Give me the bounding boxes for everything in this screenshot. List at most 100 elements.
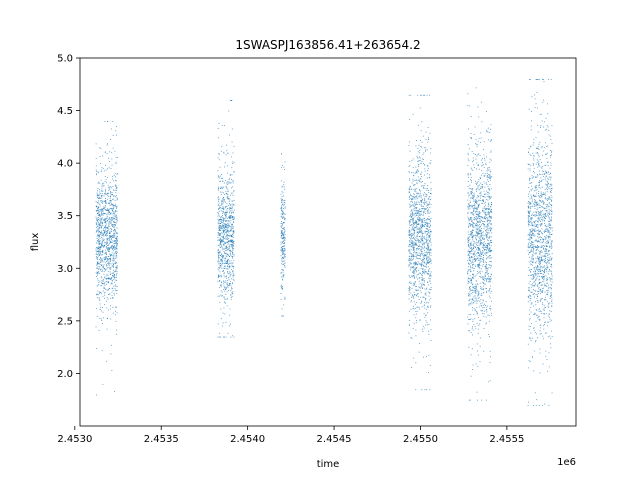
data-point [218, 186, 220, 188]
data-point [408, 319, 410, 321]
data-point [231, 256, 233, 258]
data-point [232, 237, 234, 238]
data-point [473, 195, 475, 197]
data-point [471, 298, 473, 300]
data-point [471, 235, 473, 237]
data-point [536, 333, 537, 335]
data-point [467, 273, 469, 274]
data-point [113, 234, 115, 236]
data-point [98, 197, 100, 199]
data-point [487, 205, 489, 207]
data-point [545, 246, 547, 248]
data-point [481, 251, 483, 253]
data-point [428, 212, 430, 214]
data-point [416, 248, 418, 250]
data-point [473, 291, 475, 293]
data-point [108, 246, 110, 248]
data-point [106, 307, 108, 309]
data-point [468, 286, 470, 288]
data-point [487, 218, 489, 220]
data-point [104, 227, 106, 229]
data-point [98, 202, 100, 204]
data-point [102, 254, 104, 256]
data-point [225, 220, 227, 221]
data-point [475, 228, 477, 230]
data-point [473, 252, 475, 254]
data-point [412, 220, 414, 222]
data-point [539, 278, 540, 280]
data-point [117, 232, 119, 234]
data-point [470, 187, 471, 189]
data-point [233, 231, 235, 233]
data-point [420, 173, 421, 175]
data-point [417, 241, 419, 243]
data-point [423, 327, 425, 329]
data-point [115, 215, 117, 217]
data-point [545, 184, 547, 186]
data-point [225, 289, 227, 291]
data-point [414, 213, 416, 215]
data-point [224, 265, 226, 267]
data-point [98, 224, 100, 226]
data-point [225, 216, 227, 218]
data-point [540, 191, 542, 193]
data-point [417, 201, 419, 203]
data-point [408, 232, 410, 234]
data-point [484, 218, 486, 219]
data-point [477, 293, 479, 295]
data-point [229, 241, 231, 243]
data-point [423, 270, 425, 272]
data-point [226, 231, 228, 233]
data-point [529, 326, 531, 327]
data-point [482, 195, 484, 197]
data-point [473, 307, 475, 309]
data-point [421, 238, 423, 240]
data-point [545, 306, 546, 308]
data-point [490, 179, 491, 181]
data-point [429, 223, 431, 225]
data-point [98, 223, 100, 225]
data-point [421, 262, 423, 264]
data-point [467, 279, 469, 281]
data-point [101, 280, 103, 281]
data-point [221, 255, 222, 257]
data-point [115, 253, 117, 255]
data-point [478, 216, 480, 217]
data-point [112, 269, 114, 271]
data-point [284, 207, 286, 209]
data-point [484, 305, 486, 306]
data-point [113, 189, 115, 191]
data-point [414, 261, 416, 263]
data-point [224, 241, 226, 243]
data-point [417, 176, 419, 178]
data-point [427, 207, 428, 209]
data-point [113, 236, 115, 238]
data-point [425, 138, 427, 140]
data-point [101, 260, 103, 261]
data-point [418, 144, 420, 146]
data-point [409, 179, 411, 181]
data-point [415, 222, 417, 224]
data-point [422, 325, 424, 327]
data-point [230, 294, 232, 296]
data-point [470, 137, 472, 139]
data-point [413, 194, 415, 196]
data-point [480, 303, 482, 305]
data-point [471, 277, 473, 279]
data-point [489, 178, 491, 180]
data-point [96, 195, 98, 197]
data-point [224, 212, 226, 214]
data-point [411, 282, 412, 284]
data-point [547, 184, 549, 186]
data-point [422, 223, 424, 225]
data-point [467, 174, 469, 176]
data-point [415, 362, 417, 364]
data-point [233, 204, 235, 206]
data-point [226, 229, 228, 231]
data-point [413, 296, 415, 298]
data-point [232, 200, 234, 202]
data-point [416, 301, 418, 303]
data-point [482, 164, 484, 166]
data-point [97, 257, 99, 258]
data-point [116, 233, 118, 235]
